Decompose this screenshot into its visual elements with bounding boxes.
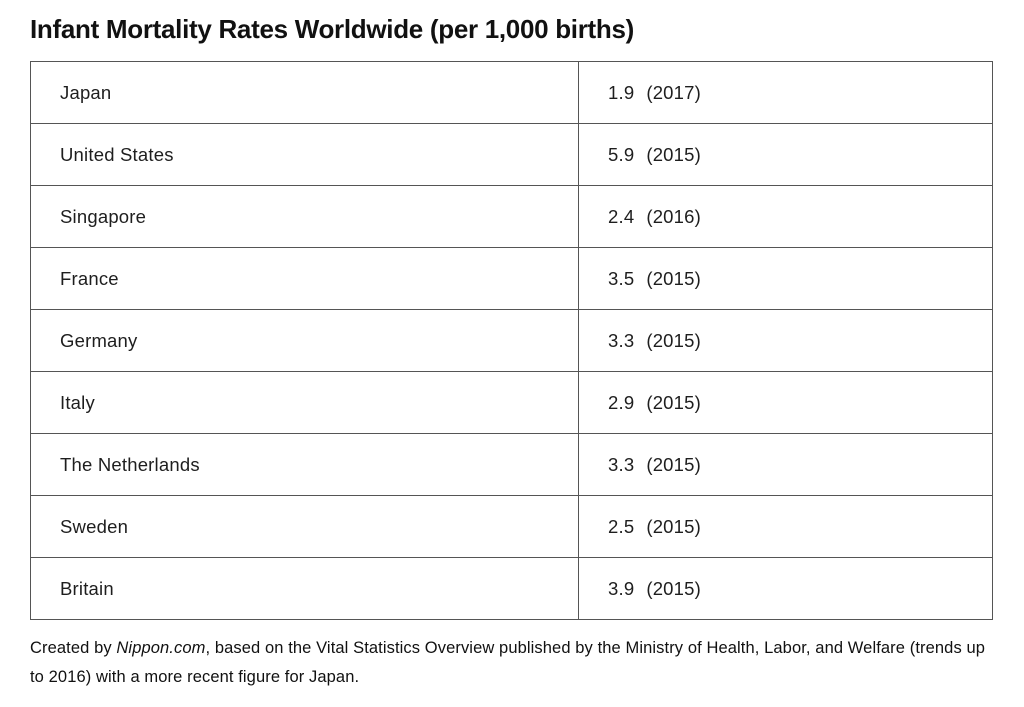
table-row: Sweden 2.5 (2015) [30, 495, 993, 559]
rate-value: 1.9 [608, 81, 635, 103]
rate-value: 3.3 [608, 329, 635, 351]
table-row: Britain 3.9 (2015) [30, 557, 993, 621]
rate-year: (2015) [646, 391, 702, 413]
country-cell: Britain [30, 557, 579, 621]
value-cell: 5.9 (2015) [578, 123, 993, 187]
rate-value: 2.4 [608, 205, 635, 227]
table-row: France 3.5 (2015) [30, 247, 993, 311]
value-cell: 3.5 (2015) [578, 247, 993, 311]
page-title: Infant Mortality Rates Worldwide (per 1,… [30, 14, 634, 44]
value-cell: 1.9 (2017) [578, 61, 993, 125]
table-body: Japan 1.9 (2017) United States 5.9 (2015) … [30, 61, 993, 621]
rate-year: (2015) [646, 515, 702, 537]
country-cell: Sweden [30, 495, 579, 559]
value-cell: 3.3 (2015) [578, 309, 993, 373]
mortality-rates-table: Japan 1.9 (2017) United States 5.9 (2015) … [30, 61, 993, 621]
country-cell: The Netherlands [30, 433, 579, 497]
country-cell: Singapore [30, 185, 579, 249]
table-row: Italy 2.9 (2015) [30, 371, 993, 435]
country-cell: Italy [30, 371, 579, 435]
rate-value: 5.9 [608, 143, 635, 165]
rate-value: 3.3 [608, 453, 635, 475]
rate-year: (2015) [646, 267, 702, 289]
source-note-suffix: , based on the Vital Statistics Overview… [30, 639, 986, 687]
rate-year: (2017) [646, 81, 702, 103]
country-cell: Germany [30, 309, 579, 373]
rate-year: (2016) [646, 205, 702, 227]
rate-value: 2.5 [608, 515, 635, 537]
table-row: Singapore 2.4 (2016) [30, 185, 993, 249]
rate-value: 3.5 [608, 267, 635, 289]
value-cell: 3.3 (2015) [578, 433, 993, 497]
value-cell: 3.9 (2015) [578, 557, 993, 621]
rate-year: (2015) [646, 577, 702, 599]
rate-year: (2015) [646, 453, 702, 475]
table-row: The Netherlands 3.3 (2015) [30, 433, 993, 497]
source-name: Nippon.com [116, 639, 206, 658]
country-cell: Japan [30, 61, 579, 125]
rate-year: (2015) [646, 329, 702, 351]
table-row: Germany 3.3 (2015) [30, 309, 993, 373]
rate-value: 2.9 [608, 391, 635, 413]
value-cell: 2.9 (2015) [578, 371, 993, 435]
table-row: Japan 1.9 (2017) [30, 61, 993, 125]
country-cell: United States [30, 123, 579, 187]
value-cell: 2.4 (2016) [578, 185, 993, 249]
source-note: Created by Nippon.com, based on the Vita… [30, 634, 988, 692]
rate-value: 3.9 [608, 577, 635, 599]
value-cell: 2.5 (2015) [578, 495, 993, 559]
source-note-prefix: Created by [30, 639, 117, 658]
table-row: United States 5.9 (2015) [30, 123, 993, 187]
rate-year: (2015) [646, 143, 702, 165]
country-cell: France [30, 247, 579, 311]
